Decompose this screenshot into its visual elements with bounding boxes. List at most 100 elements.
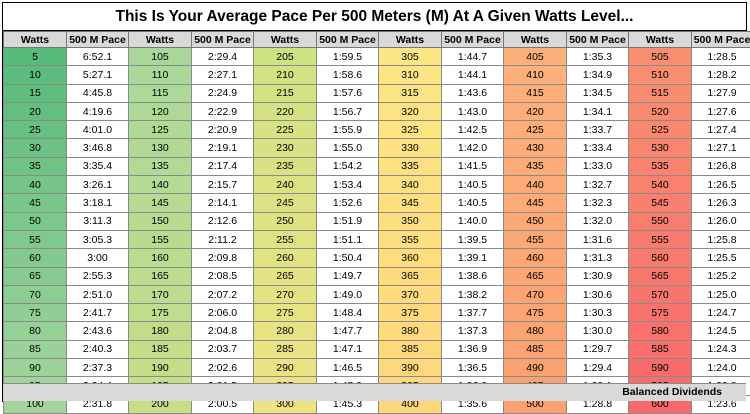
- pace-cell: 3:35.4: [67, 157, 129, 175]
- watts-cell: 590: [629, 359, 692, 377]
- watts-cell: 70: [4, 285, 67, 303]
- pace-header: 500 M Pace: [317, 32, 379, 48]
- watts-cell: 220: [254, 102, 317, 120]
- pace-cell: 1:43.6: [442, 84, 504, 102]
- watts-cell: 385: [379, 340, 442, 358]
- pace-cell: 1:27.1: [692, 139, 750, 157]
- watts-cell: 315: [379, 84, 442, 102]
- pace-cell: 1:38.2: [442, 285, 504, 303]
- watts-header: Watts: [4, 32, 67, 48]
- watts-header: Watts: [504, 32, 567, 48]
- pace-cell: 1:25.0: [692, 285, 750, 303]
- pace-cell: 1:27.6: [692, 102, 750, 120]
- pace-cell: 1:33.7: [567, 121, 629, 139]
- watts-cell: 115: [129, 84, 192, 102]
- pace-cell: 1:52.6: [317, 194, 379, 212]
- pace-cell: 1:42.0: [442, 139, 504, 157]
- pace-cell: 3:00: [67, 249, 129, 267]
- pace-cell: 1:26.8: [692, 157, 750, 175]
- watts-cell: 260: [254, 249, 317, 267]
- watts-cell: 80: [4, 322, 67, 340]
- pace-header: 500 M Pace: [692, 32, 750, 48]
- pace-cell: 1:36.5: [442, 359, 504, 377]
- watts-header: Watts: [129, 32, 192, 48]
- watts-cell: 580: [629, 322, 692, 340]
- pace-cell: 1:34.1: [567, 102, 629, 120]
- pace-cell: 1:53.4: [317, 176, 379, 194]
- watts-cell: 275: [254, 304, 317, 322]
- pace-cell: 1:57.6: [317, 84, 379, 102]
- watts-cell: 365: [379, 267, 442, 285]
- pace-cell: 1:47.1: [317, 340, 379, 358]
- pace-cell: 3:18.1: [67, 194, 129, 212]
- pace-cell: 3:46.8: [67, 139, 129, 157]
- pace-cell: 1:40.0: [442, 212, 504, 230]
- pace-cell: 2:15.7: [192, 176, 254, 194]
- pace-cell: 1:49.0: [317, 285, 379, 303]
- pace-cell: 1:43.0: [442, 102, 504, 120]
- pace-cell: 1:37.7: [442, 304, 504, 322]
- pace-cell: 2:06.0: [192, 304, 254, 322]
- pace-cell: 1:59.5: [317, 48, 379, 66]
- watts-cell: 255: [254, 230, 317, 248]
- pace-cell: 1:33.0: [567, 157, 629, 175]
- watts-cell: 270: [254, 285, 317, 303]
- watts-cell: 170: [129, 285, 192, 303]
- watts-cell: 410: [504, 66, 567, 84]
- pace-cell: 2:41.7: [67, 304, 129, 322]
- watts-cell: 425: [504, 121, 567, 139]
- pace-cell: 1:28.5: [692, 48, 750, 66]
- watts-cell: 215: [254, 84, 317, 102]
- pace-cell: 3:11.3: [67, 212, 129, 230]
- watts-cell: 415: [504, 84, 567, 102]
- pace-cell: 1:24.0: [692, 359, 750, 377]
- pace-cell: 1:34.5: [567, 84, 629, 102]
- watts-cell: 155: [129, 230, 192, 248]
- pace-cell: 3:05.3: [67, 230, 129, 248]
- watts-cell: 470: [504, 285, 567, 303]
- watts-cell: 530: [629, 139, 692, 157]
- pace-cell: 2:07.2: [192, 285, 254, 303]
- watts-cell: 110: [129, 66, 192, 84]
- watts-cell: 235: [254, 157, 317, 175]
- watts-cell: 10: [4, 66, 67, 84]
- watts-cell: 25: [4, 121, 67, 139]
- pace-cell: 1:26.3: [692, 194, 750, 212]
- pace-cell: 4:01.0: [67, 121, 129, 139]
- watts-cell: 430: [504, 139, 567, 157]
- watts-cell: 145: [129, 194, 192, 212]
- pace-cell: 1:51.1: [317, 230, 379, 248]
- watts-cell: 450: [504, 212, 567, 230]
- pace-cell: 1:47.7: [317, 322, 379, 340]
- pace-cell: 1:46.5: [317, 359, 379, 377]
- pace-cell: 1:55.9: [317, 121, 379, 139]
- pace-cell: 1:27.4: [692, 121, 750, 139]
- watts-cell: 525: [629, 121, 692, 139]
- watts-cell: 5: [4, 48, 67, 66]
- watts-cell: 120: [129, 102, 192, 120]
- watts-cell: 125: [129, 121, 192, 139]
- pace-header: 500 M Pace: [67, 32, 129, 48]
- pace-cell: 1:50.4: [317, 249, 379, 267]
- watts-cell: 320: [379, 102, 442, 120]
- watts-cell: 65: [4, 267, 67, 285]
- watts-cell: 160: [129, 249, 192, 267]
- watts-cell: 245: [254, 194, 317, 212]
- watts-cell: 335: [379, 157, 442, 175]
- pace-cell: 1:30.6: [567, 285, 629, 303]
- pace-cell: 2:19.1: [192, 139, 254, 157]
- pace-cell: 1:24.3: [692, 340, 750, 358]
- watts-cell: 30: [4, 139, 67, 157]
- pace-cell: 1:24.7: [692, 304, 750, 322]
- watts-cell: 490: [504, 359, 567, 377]
- watts-cell: 45: [4, 194, 67, 212]
- watts-cell: 360: [379, 249, 442, 267]
- watts-cell: 225: [254, 121, 317, 139]
- pace-cell: 2:08.5: [192, 267, 254, 285]
